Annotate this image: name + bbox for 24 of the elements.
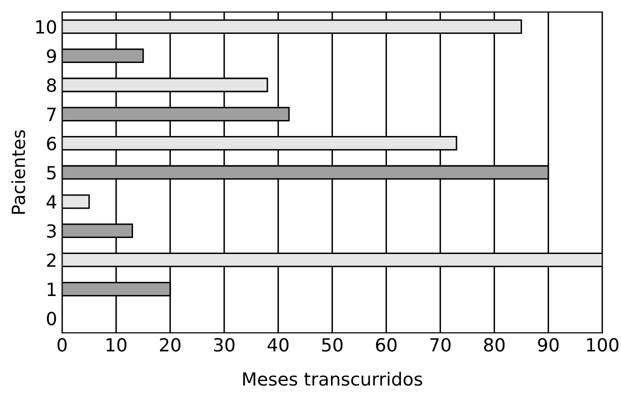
x-tick-label: 50 [322,338,343,352]
y-tick-label: 9 [46,49,56,63]
x-tick-label: 40 [268,338,288,352]
x-tick-label: 30 [214,338,234,352]
y-axis-title: Pacientes [11,130,26,214]
y-tick-label: 10 [36,20,56,34]
y-tick-label: 4 [46,195,56,208]
x-tick-label: 70 [430,338,451,352]
x-tick-label: 20 [160,338,180,352]
x-tick-label: 60 [376,338,397,352]
y-tick-label: 0 [46,312,56,326]
x-tick-label: 10 [106,338,126,352]
y-tick-label: 1 [48,282,56,296]
x-tick-label: 80 [484,338,505,352]
y-tick-label: 2 [47,253,56,267]
x-tick-label: 90 [538,338,559,352]
y-tick-label: 7 [47,108,56,121]
x-tick-label: 0 [58,338,67,352]
x-tick-label: 100 [587,338,618,352]
y-tick-label: 8 [46,78,56,92]
y-tick-label: 5 [47,166,56,180]
y-tick-label: 3 [47,224,56,238]
y-tick-label: 6 [47,136,56,150]
x-axis-title: Meses transcurridos [243,372,422,386]
